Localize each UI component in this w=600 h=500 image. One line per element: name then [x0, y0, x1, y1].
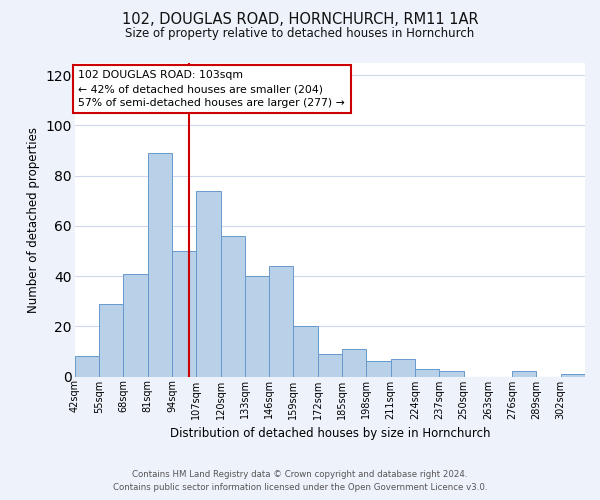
Text: Contains HM Land Registry data © Crown copyright and database right 2024.
Contai: Contains HM Land Registry data © Crown c…	[113, 470, 487, 492]
Bar	[148, 153, 172, 376]
Bar	[196, 190, 221, 376]
X-axis label: Distribution of detached houses by size in Hornchurch: Distribution of detached houses by size …	[170, 427, 490, 440]
Bar	[512, 372, 536, 376]
Bar	[561, 374, 585, 376]
Text: 102, DOUGLAS ROAD, HORNCHURCH, RM11 1AR: 102, DOUGLAS ROAD, HORNCHURCH, RM11 1AR	[122, 12, 478, 28]
Text: Size of property relative to detached houses in Hornchurch: Size of property relative to detached ho…	[125, 28, 475, 40]
Bar	[293, 326, 318, 376]
Bar	[391, 359, 415, 376]
Bar	[415, 369, 439, 376]
Bar	[269, 266, 293, 376]
Y-axis label: Number of detached properties: Number of detached properties	[27, 126, 40, 312]
Bar	[75, 356, 99, 376]
Bar	[318, 354, 342, 376]
Bar	[342, 349, 367, 376]
Bar	[367, 362, 391, 376]
Bar	[99, 304, 124, 376]
Bar	[221, 236, 245, 376]
Bar	[124, 274, 148, 376]
Text: 102 DOUGLAS ROAD: 103sqm
← 42% of detached houses are smaller (204)
57% of semi-: 102 DOUGLAS ROAD: 103sqm ← 42% of detach…	[79, 70, 345, 108]
Bar	[439, 372, 464, 376]
Bar	[245, 276, 269, 376]
Bar	[172, 251, 196, 376]
